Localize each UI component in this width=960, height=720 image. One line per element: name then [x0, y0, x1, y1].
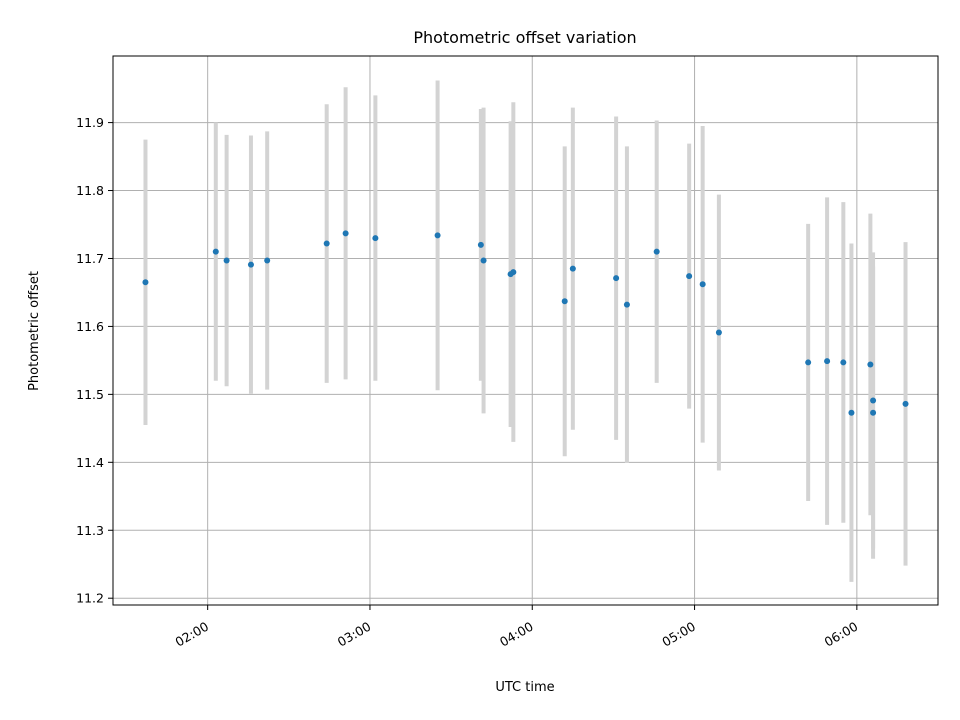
data-point — [223, 257, 230, 264]
data-point — [867, 361, 874, 368]
data-point — [715, 329, 722, 336]
data-point — [613, 275, 620, 282]
data-point — [805, 359, 812, 366]
x-tick-label: 04:00 — [497, 619, 536, 650]
data-point — [480, 257, 487, 264]
data-point — [342, 230, 349, 237]
data-point — [870, 409, 877, 416]
y-tick-label: 11.5 — [76, 387, 104, 402]
chart-title: Photometric offset variation — [413, 28, 636, 47]
grid-lines — [113, 56, 938, 605]
y-tick-label: 11.7 — [76, 251, 104, 266]
y-tick-label: 11.4 — [76, 455, 104, 470]
data-point — [848, 409, 855, 416]
x-tick-label: 03:00 — [335, 619, 374, 650]
data-point — [477, 241, 484, 248]
data-point — [510, 269, 517, 276]
y-tick-label: 11.3 — [76, 523, 104, 538]
y-tick-label: 11.6 — [76, 319, 104, 334]
y-tick-label: 11.2 — [76, 591, 104, 606]
data-point — [623, 301, 630, 308]
data-point — [323, 240, 330, 247]
data-point — [561, 298, 568, 305]
data-point — [569, 265, 576, 272]
y-axis-ticks: 11.2 11.3 11.4 11.5 11.6 11.7 11.8 11.9 — [76, 115, 113, 606]
data-point — [840, 359, 847, 366]
plot-frame — [112, 55, 939, 606]
data-point — [212, 248, 219, 255]
y-axis-label: Photometric offset — [27, 271, 42, 391]
data-point — [264, 257, 271, 264]
x-axis-label: UTC time — [495, 680, 554, 695]
y-tick-label: 11.8 — [76, 183, 104, 198]
data-point — [653, 248, 660, 255]
data-point — [142, 279, 149, 286]
data-point — [434, 232, 441, 239]
data-point — [870, 397, 877, 404]
y-tick-label: 11.9 — [76, 115, 104, 130]
data-point — [247, 261, 254, 268]
data-point — [699, 281, 706, 288]
data-points — [142, 230, 909, 416]
x-axis-ticks: 02:00 03:00 04:00 05:00 06:00 — [172, 605, 860, 650]
data-point — [824, 358, 831, 365]
data-point — [372, 235, 379, 242]
error-bars — [143, 80, 908, 582]
x-tick-label: 02:00 — [172, 619, 211, 650]
x-tick-label: 06:00 — [822, 619, 861, 650]
x-tick-label: 05:00 — [659, 619, 698, 650]
data-point — [686, 273, 693, 280]
data-point — [902, 400, 909, 407]
